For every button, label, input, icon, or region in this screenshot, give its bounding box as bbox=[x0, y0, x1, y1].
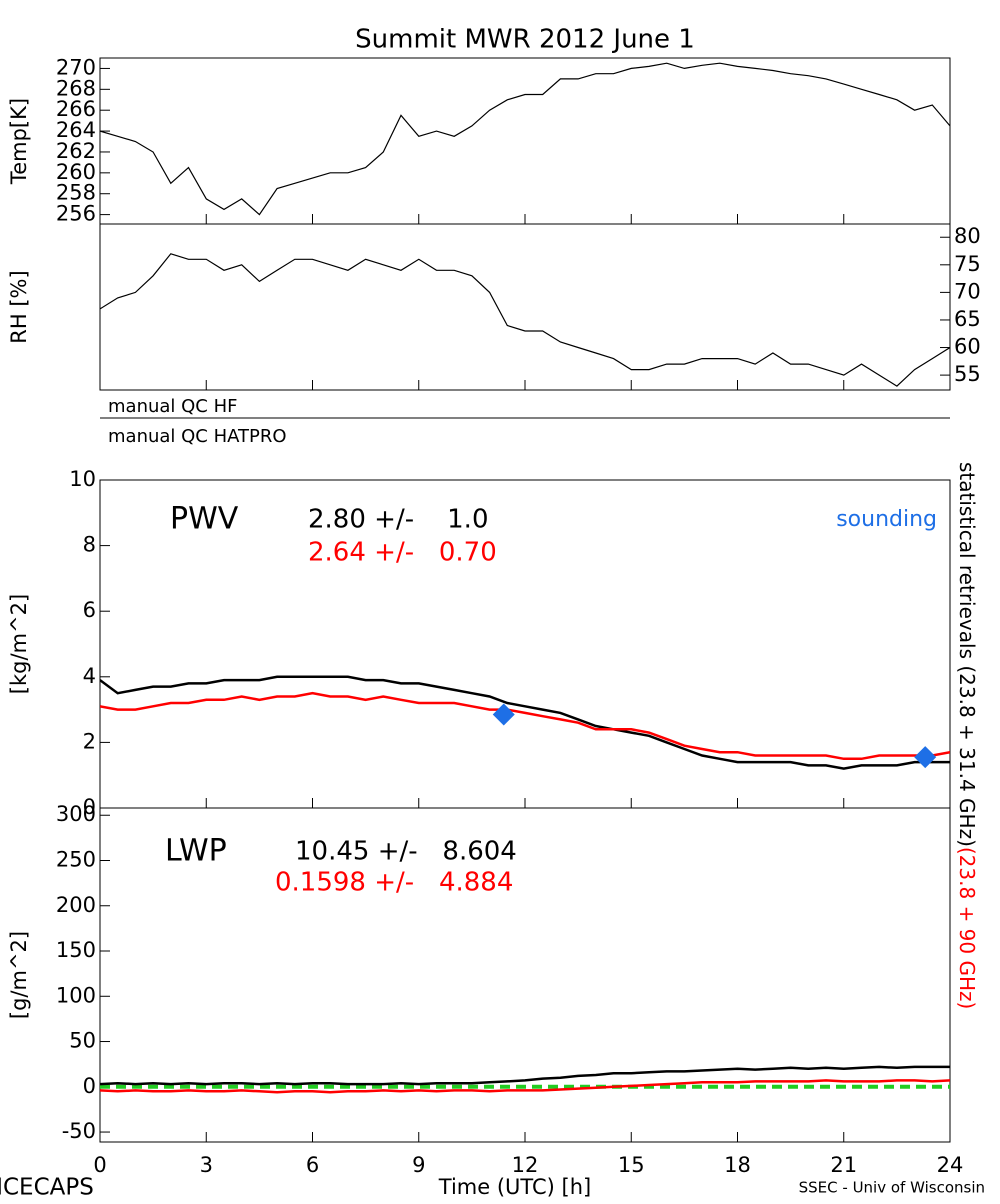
y-axis-label: RH [%] bbox=[7, 270, 31, 343]
annotation: PWV bbox=[170, 502, 239, 537]
data-line bbox=[100, 253, 950, 387]
side-label-black: statistical retrievals (23.8 + 31.4 GHz) bbox=[956, 462, 980, 847]
x-tick-label: 15 bbox=[618, 1153, 645, 1177]
footer-right: SSEC - Univ of Wisconsin bbox=[799, 1179, 985, 1197]
y-tick-label: 80 bbox=[954, 224, 981, 248]
x-tick-label: 18 bbox=[724, 1153, 751, 1177]
y-tick-label: 2 bbox=[83, 729, 96, 753]
plot-frame bbox=[99, 57, 951, 225]
annotation: 0.1598 +/- 4.884 bbox=[275, 868, 513, 898]
annotation: 2.80 +/- 1.0 bbox=[308, 505, 489, 535]
annotation: 2.64 +/- 0.70 bbox=[308, 538, 497, 568]
x-axis-label: Time (UTC) [h] bbox=[438, 1175, 591, 1199]
y-tick-label: 60 bbox=[954, 335, 981, 359]
y-tick-label: 266 bbox=[56, 97, 96, 121]
y-tick-label: 55 bbox=[954, 362, 981, 386]
plot-frame bbox=[99, 223, 951, 391]
annotation: 10.45 +/- 8.604 bbox=[295, 837, 517, 867]
y-tick-label: 65 bbox=[954, 307, 981, 331]
y-axis-label: [kg/m^2] bbox=[7, 594, 31, 694]
y-tick-label: 200 bbox=[56, 893, 96, 917]
footer-left: ICECAPS bbox=[0, 1175, 94, 1201]
y-tick-label: -50 bbox=[62, 1119, 96, 1143]
y-tick-label: 10 bbox=[69, 467, 96, 491]
y-tick-label: 0 bbox=[83, 795, 96, 819]
sounding-label: sounding bbox=[836, 507, 937, 532]
x-tick-label: 3 bbox=[200, 1153, 213, 1177]
qc-label: manual QC HF bbox=[108, 396, 237, 417]
x-tick-label: 24 bbox=[937, 1153, 964, 1177]
y-tick-label: 50 bbox=[69, 1029, 96, 1053]
y-tick-label: 8 bbox=[83, 533, 96, 557]
y-tick-label: 75 bbox=[954, 252, 981, 276]
data-line bbox=[100, 691, 950, 761]
y-tick-label: 6 bbox=[83, 598, 96, 622]
data-line bbox=[100, 1065, 950, 1086]
data-line bbox=[100, 1079, 950, 1094]
side-label-red: (23.8 + 90 GHz) bbox=[956, 847, 980, 1009]
side-label: statistical retrievals (23.8 + 31.4 GHz)… bbox=[956, 462, 980, 1009]
data-line bbox=[100, 675, 950, 770]
y-tick-label: 256 bbox=[56, 202, 96, 226]
annotation: LWP bbox=[165, 834, 227, 869]
y-tick-label: 0 bbox=[83, 1074, 96, 1098]
y-axis-label: [g/m^2] bbox=[7, 931, 31, 1019]
y-tick-label: 262 bbox=[56, 139, 96, 163]
data-line bbox=[100, 62, 950, 216]
x-tick-label: 0 bbox=[93, 1153, 106, 1177]
y-tick-label: 260 bbox=[56, 160, 96, 184]
y-tick-label: 270 bbox=[56, 55, 96, 79]
x-tick-label: 9 bbox=[412, 1153, 425, 1177]
y-tick-label: 268 bbox=[56, 76, 96, 100]
y-tick-label: 264 bbox=[56, 118, 96, 142]
y-tick-label: 300 bbox=[56, 802, 96, 826]
y-axis-label: Temp[K] bbox=[7, 98, 31, 185]
y-tick-label: 70 bbox=[954, 279, 981, 303]
qc-label: manual QC HATPRO bbox=[108, 426, 287, 447]
x-tick-label: 6 bbox=[306, 1153, 319, 1177]
y-tick-label: 250 bbox=[56, 847, 96, 871]
y-tick-label: 150 bbox=[56, 938, 96, 962]
y-tick-label: 4 bbox=[83, 664, 96, 688]
figure-title: Summit MWR 2012 June 1 bbox=[355, 25, 695, 55]
sounding-marker bbox=[914, 746, 937, 769]
x-tick-label: 21 bbox=[830, 1153, 857, 1177]
y-tick-label: 258 bbox=[56, 181, 96, 205]
x-tick-label: 12 bbox=[512, 1153, 539, 1177]
sounding-marker bbox=[492, 703, 515, 726]
y-tick-label: 100 bbox=[56, 983, 96, 1007]
